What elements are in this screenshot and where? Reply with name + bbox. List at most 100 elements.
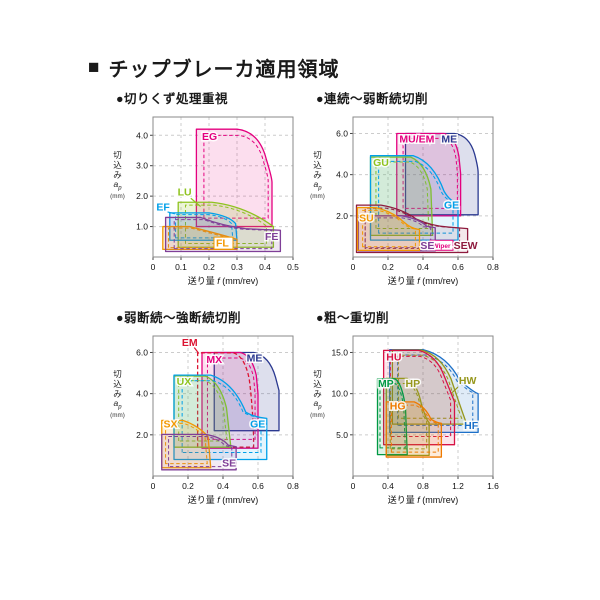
region-label: MP bbox=[378, 378, 394, 390]
region-label: HG bbox=[390, 400, 406, 412]
region-label: ME bbox=[441, 134, 457, 146]
plot-frame bbox=[152, 116, 294, 258]
y-tick-label: 3.0 bbox=[136, 161, 148, 171]
region-label: FE bbox=[265, 231, 278, 243]
plot-frame bbox=[352, 116, 494, 258]
region-label: LU bbox=[178, 187, 192, 199]
x-tick-label: 1.2 bbox=[452, 481, 464, 491]
x-tick-label: 0.5 bbox=[287, 262, 299, 272]
chart-title: ●連続〜弱断続切削 bbox=[316, 92, 429, 106]
x-tick-label: 0.4 bbox=[417, 262, 429, 272]
region-label-box bbox=[213, 236, 234, 250]
region-label: HP bbox=[406, 378, 421, 390]
region-inner-dash bbox=[375, 161, 430, 230]
y-tick-label: 2.0 bbox=[136, 430, 148, 440]
x-tick-label: 0.2 bbox=[382, 262, 394, 272]
y-tick-label: 6.0 bbox=[336, 128, 348, 138]
chart-title: ●粗〜重切削 bbox=[316, 311, 390, 325]
x-tick-label: 0.4 bbox=[259, 262, 271, 272]
x-tick-label: 0.1 bbox=[175, 262, 187, 272]
region-me bbox=[404, 132, 479, 216]
title-square-icon: ■ bbox=[88, 57, 101, 78]
y-tick-label: 4.0 bbox=[136, 130, 148, 140]
region-mx bbox=[201, 351, 259, 449]
x-tick-label: 0.8 bbox=[487, 262, 499, 272]
chart-panel-chip-control: ●切りくず処理重視 切込み ap (mm) 0 0.1 0.2 0.3 0.4 0.5 1.0 2… bbox=[108, 86, 308, 305]
region-hu bbox=[382, 349, 456, 446]
y-tick-label: 4.0 bbox=[136, 389, 148, 399]
chart-title: ●切りくず処理重視 bbox=[116, 92, 229, 106]
page-title: ■ チップブレーカ適用領域 bbox=[88, 53, 339, 82]
region-inner-dash bbox=[379, 382, 406, 449]
region-hp bbox=[385, 377, 430, 457]
region-label: SU bbox=[359, 213, 374, 225]
region-ef bbox=[169, 212, 238, 241]
chart-panel-interrupted-cutting: ●弱断続〜強断続切削 切込み ap (mm) 0 0.2 0.4 0.6 0.8 2.0 4.0… bbox=[108, 305, 308, 524]
charts-grid: ●切りくず処理重視 切込み ap (mm) 0 0.1 0.2 0.3 0.4 0.5 1.0 2… bbox=[108, 86, 508, 524]
y-tick-label: 4.0 bbox=[336, 170, 348, 180]
region-label: HF bbox=[464, 420, 479, 432]
label-callout bbox=[451, 386, 459, 394]
region-inner-dash bbox=[184, 204, 267, 244]
x-tick-label: 0.3 bbox=[231, 262, 243, 272]
chart-title: ●弱断続〜強断続切削 bbox=[116, 311, 242, 325]
x-tick-label: 0 bbox=[351, 262, 356, 272]
region-inner-dash bbox=[364, 217, 432, 249]
region-inner-dash bbox=[402, 137, 458, 209]
region-label: SEW bbox=[454, 240, 478, 252]
x-tick-label: 0.8 bbox=[417, 481, 429, 491]
x-axis-title: 送り量 f (mm/rev) bbox=[388, 275, 459, 286]
region-label: EF bbox=[156, 202, 170, 214]
region-label: EM bbox=[182, 337, 198, 349]
region-se bbox=[161, 433, 237, 471]
region-ge bbox=[369, 155, 459, 241]
plot-frame bbox=[152, 335, 294, 477]
x-tick-label: 0.2 bbox=[182, 481, 194, 491]
chart-panel-continuous-cutting: ●連続〜弱断続切削 切込み ap (mm) 0 0.2 0.4 0.6 0.8 2.0 4.0 6… bbox=[308, 86, 508, 305]
x-tick-label: 1.6 bbox=[487, 481, 499, 491]
region-hf bbox=[389, 348, 479, 434]
region-inner-dash bbox=[165, 422, 208, 465]
region-label: MX bbox=[206, 354, 222, 366]
region-inner-dash bbox=[390, 404, 439, 453]
region-inner-dash bbox=[397, 354, 463, 419]
region-label: SE bbox=[420, 240, 434, 252]
region-label: SX bbox=[164, 419, 178, 431]
y-axis-label: 切込み ap (mm) bbox=[110, 150, 125, 200]
x-tick-label: 0 bbox=[151, 262, 156, 272]
region-inner-dash bbox=[389, 355, 452, 438]
region-label: SE bbox=[222, 458, 236, 470]
y-tick-label: 2.0 bbox=[136, 191, 148, 201]
region-muem bbox=[396, 132, 462, 217]
chart-plot: 0 0.4 0.8 1.2 1.6 5.0 10.0 15.0 HF HW HU HP MP HG 送り量 … bbox=[331, 335, 499, 505]
region-inner-dash bbox=[168, 435, 233, 468]
region-se bbox=[357, 215, 436, 252]
chart-plot: 0 0.2 0.4 0.6 0.8 2.0 4.0 6.0 ME MU/EM GU GE Wiper SE… bbox=[336, 116, 499, 286]
y-tick-label: 15.0 bbox=[331, 347, 348, 357]
region-em bbox=[196, 352, 255, 448]
label-callout bbox=[190, 197, 201, 207]
region-label: UX bbox=[177, 376, 192, 388]
x-tick-label: 0.4 bbox=[217, 481, 229, 491]
x-axis-title: 送り量 f (mm/rev) bbox=[188, 275, 259, 286]
y-tick-label: 2.0 bbox=[336, 211, 348, 221]
x-tick-label: 0 bbox=[351, 481, 356, 491]
page-title-text: チップブレーカ適用領域 bbox=[108, 59, 340, 81]
plot-frame bbox=[352, 335, 494, 477]
label-callout bbox=[167, 211, 175, 215]
region-label: ME bbox=[247, 353, 263, 365]
region-inner-dash bbox=[378, 160, 454, 234]
region-ge bbox=[173, 374, 268, 461]
chart-plot: 0 0.2 0.4 0.6 0.8 2.0 4.0 6.0 ME MX EM UX GE SX SE 送り量 … bbox=[136, 335, 299, 505]
region-label: FL bbox=[216, 238, 229, 250]
region-inner-dash bbox=[175, 214, 234, 239]
x-axis-title: 送り量 f (mm/rev) bbox=[188, 494, 259, 505]
y-tick-label: 5.0 bbox=[336, 430, 348, 440]
region-inner-dash bbox=[178, 380, 228, 442]
x-tick-label: 0.6 bbox=[452, 262, 464, 272]
x-tick-label: 0.4 bbox=[382, 481, 394, 491]
region-inner-dash bbox=[362, 209, 416, 248]
region-label: GE bbox=[444, 200, 459, 212]
label-callout bbox=[193, 346, 200, 354]
